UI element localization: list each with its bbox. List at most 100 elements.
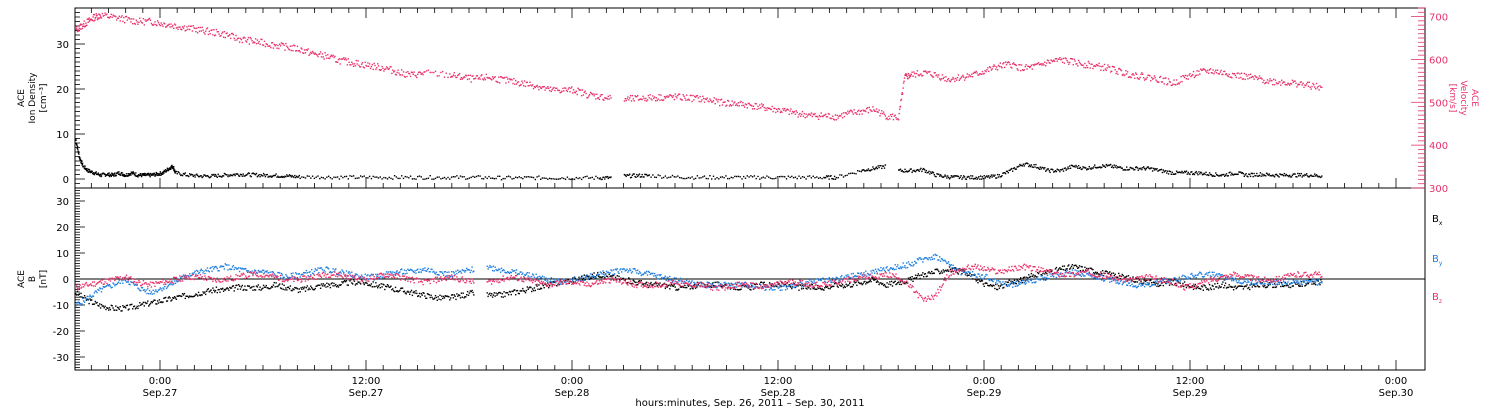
data-point bbox=[412, 291, 414, 294]
data-point bbox=[344, 280, 346, 282]
data-point bbox=[268, 175, 270, 177]
data-point bbox=[241, 175, 243, 177]
data-point bbox=[1252, 175, 1254, 178]
data-point bbox=[541, 283, 544, 285]
data-point bbox=[238, 41, 241, 43]
data-point bbox=[354, 284, 357, 286]
data-point bbox=[894, 114, 896, 116]
data-point bbox=[235, 173, 237, 175]
data-point bbox=[979, 280, 981, 282]
data-point bbox=[187, 175, 189, 177]
data-point bbox=[1195, 74, 1197, 76]
data-point bbox=[928, 271, 930, 273]
data-point bbox=[372, 281, 374, 283]
data-point bbox=[452, 271, 455, 273]
data-point bbox=[117, 281, 120, 283]
data-point bbox=[1295, 176, 1297, 178]
data-point bbox=[1015, 283, 1017, 285]
data-point bbox=[1241, 285, 1244, 287]
data-point bbox=[175, 27, 178, 29]
data-point bbox=[652, 284, 654, 287]
data-point bbox=[224, 263, 226, 265]
data-point bbox=[907, 77, 909, 80]
data-point bbox=[1011, 282, 1013, 285]
data-point bbox=[110, 287, 112, 289]
data-point bbox=[279, 283, 281, 285]
data-point bbox=[390, 66, 392, 68]
data-point bbox=[367, 284, 369, 286]
data-point bbox=[236, 268, 238, 270]
data-point bbox=[147, 174, 149, 176]
data-point bbox=[260, 289, 262, 291]
data-point bbox=[1031, 275, 1033, 278]
data-point bbox=[692, 94, 694, 97]
data-point bbox=[342, 270, 344, 273]
data-point bbox=[803, 176, 805, 178]
data-point bbox=[550, 281, 552, 283]
data-point bbox=[980, 73, 982, 75]
data-point bbox=[346, 284, 349, 286]
x-tick-time: 0:00 bbox=[149, 376, 171, 387]
data-point bbox=[202, 29, 204, 31]
data-point bbox=[78, 293, 80, 295]
data-point bbox=[1315, 278, 1318, 281]
data-point bbox=[204, 272, 206, 275]
data-point bbox=[928, 170, 930, 173]
data-point bbox=[757, 175, 759, 178]
data-point bbox=[1062, 170, 1065, 172]
data-point bbox=[410, 289, 413, 292]
data-point bbox=[1080, 168, 1082, 171]
data-point bbox=[599, 177, 601, 179]
data-point bbox=[449, 299, 451, 301]
data-point bbox=[1077, 266, 1080, 269]
data-point bbox=[847, 110, 849, 112]
data-point bbox=[214, 265, 217, 268]
data-point bbox=[80, 162, 82, 164]
data-point bbox=[536, 84, 538, 87]
data-point bbox=[943, 175, 945, 178]
data-point bbox=[1240, 76, 1242, 79]
data-point bbox=[914, 76, 917, 78]
data-point bbox=[401, 287, 404, 289]
data-point bbox=[83, 297, 85, 299]
data-point bbox=[296, 176, 299, 178]
data-point bbox=[425, 297, 428, 299]
data-point bbox=[98, 13, 100, 16]
data-point bbox=[1086, 168, 1089, 170]
data-point bbox=[934, 175, 936, 178]
data-point bbox=[1268, 282, 1270, 284]
data-point bbox=[157, 302, 160, 304]
data-point bbox=[568, 282, 570, 284]
data-point bbox=[429, 271, 431, 273]
data-point bbox=[472, 175, 474, 178]
data-point bbox=[1238, 285, 1240, 287]
data-point bbox=[753, 283, 756, 285]
data-point bbox=[275, 282, 277, 284]
data-point bbox=[694, 95, 696, 98]
data-point bbox=[920, 167, 922, 170]
data-point bbox=[415, 290, 417, 292]
data-point bbox=[552, 178, 554, 180]
data-point bbox=[181, 174, 183, 176]
data-point bbox=[1059, 267, 1061, 269]
data-point bbox=[431, 178, 433, 180]
data-point bbox=[910, 279, 912, 281]
data-point bbox=[602, 276, 604, 278]
data-point bbox=[645, 97, 647, 100]
data-point bbox=[724, 101, 726, 103]
data-point bbox=[460, 292, 463, 294]
data-point bbox=[748, 102, 750, 105]
data-point bbox=[472, 75, 474, 77]
data-point bbox=[353, 280, 356, 282]
data-point bbox=[1118, 274, 1121, 277]
data-point bbox=[1265, 172, 1268, 174]
data-point bbox=[515, 79, 517, 82]
data-point bbox=[513, 289, 515, 291]
data-point bbox=[647, 94, 650, 97]
data-point bbox=[938, 74, 940, 76]
data-point bbox=[851, 111, 854, 113]
data-point bbox=[931, 74, 933, 77]
data-point bbox=[479, 78, 481, 80]
data-point bbox=[563, 177, 565, 180]
data-point bbox=[676, 288, 678, 291]
